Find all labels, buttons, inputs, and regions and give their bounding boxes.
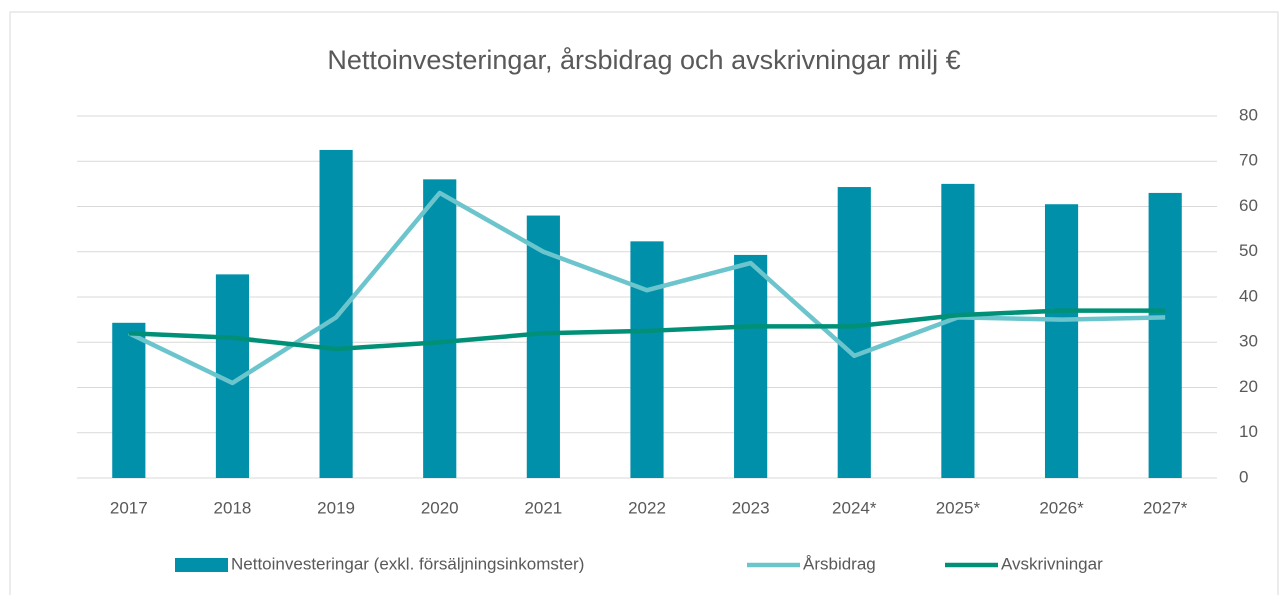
y-tick-label: 60 (1239, 196, 1258, 215)
legend-label: Nettoinvesteringar (exkl. försäljningsin… (231, 554, 584, 573)
x-tick-label: 2017 (110, 498, 148, 517)
x-tick-label: 2021 (524, 498, 562, 517)
bar (630, 241, 664, 478)
line (127, 190, 1166, 386)
bar (112, 322, 146, 478)
x-tick-label: 2018 (214, 498, 252, 517)
y-tick-label: 10 (1239, 422, 1258, 441)
bar (1044, 204, 1079, 479)
y-tick-label: 70 (1239, 151, 1258, 170)
bar (1148, 192, 1182, 479)
x-tick-label: 2022 (628, 498, 666, 517)
legend-label: Avskrivningar (1001, 554, 1103, 573)
y-tick-label: 20 (1239, 377, 1258, 396)
bar (941, 183, 975, 478)
bar (423, 179, 457, 478)
x-tick-label: 2024* (832, 498, 877, 517)
x-tick-label: 2019 (317, 498, 355, 517)
y-tick-label: 40 (1239, 286, 1258, 305)
bar (526, 215, 560, 479)
y-tick-label: 80 (1239, 105, 1258, 124)
legend-label: Årsbidrag (803, 554, 876, 573)
bar (837, 187, 871, 479)
y-tick-label: 50 (1239, 241, 1258, 260)
y-tick-label: 0 (1239, 467, 1248, 486)
y-tick-label: 30 (1239, 332, 1258, 351)
line (128, 308, 1166, 352)
bar (734, 254, 768, 478)
x-tick-label: 2020 (421, 498, 459, 517)
x-tick-label: 2023 (732, 498, 770, 517)
x-tick-label: 2026* (1039, 498, 1084, 517)
x-tick-label: 2025* (936, 498, 981, 517)
chart-title: Nettoinvesteringar, årsbidrag och avskri… (327, 45, 960, 75)
x-tick-label: 2027* (1143, 498, 1188, 517)
legend-swatch (175, 558, 228, 572)
